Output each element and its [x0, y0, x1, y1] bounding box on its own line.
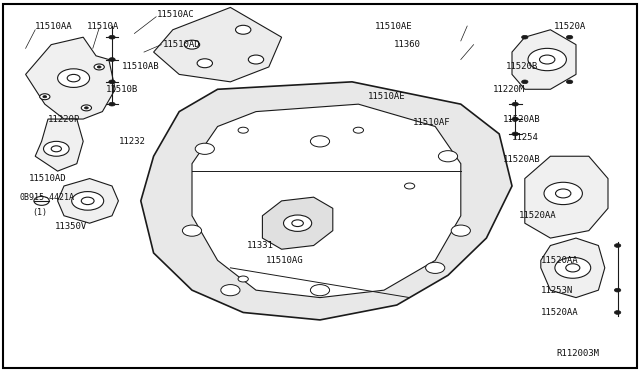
Text: 11350V: 11350V	[54, 222, 86, 231]
Circle shape	[97, 66, 101, 68]
Text: 11520AB: 11520AB	[502, 155, 540, 164]
Circle shape	[540, 55, 555, 64]
Text: 0B915-4421A: 0B915-4421A	[19, 193, 74, 202]
Circle shape	[109, 58, 115, 61]
Circle shape	[44, 141, 69, 156]
Circle shape	[522, 80, 528, 84]
Text: 11510AF: 11510AF	[413, 118, 451, 127]
Circle shape	[566, 35, 573, 39]
Circle shape	[310, 136, 330, 147]
Circle shape	[34, 196, 49, 205]
Polygon shape	[541, 238, 605, 298]
Circle shape	[512, 132, 518, 136]
Text: 11520AA: 11520AA	[541, 256, 579, 265]
Text: 11520AB: 11520AB	[502, 115, 540, 124]
Circle shape	[236, 25, 251, 34]
Circle shape	[51, 146, 61, 152]
Text: 11254: 11254	[512, 133, 539, 142]
Text: 11331: 11331	[246, 241, 273, 250]
Polygon shape	[192, 104, 461, 298]
Circle shape	[512, 102, 518, 106]
Polygon shape	[154, 7, 282, 82]
Circle shape	[109, 35, 115, 39]
Circle shape	[426, 262, 445, 273]
Circle shape	[72, 192, 104, 210]
Circle shape	[182, 225, 202, 236]
Circle shape	[438, 151, 458, 162]
Polygon shape	[141, 82, 512, 320]
Circle shape	[109, 102, 115, 106]
Circle shape	[109, 80, 115, 84]
Circle shape	[292, 220, 303, 227]
Circle shape	[184, 40, 200, 49]
Circle shape	[284, 215, 312, 231]
Circle shape	[81, 105, 92, 111]
Circle shape	[614, 288, 621, 292]
Circle shape	[197, 59, 212, 68]
Circle shape	[58, 69, 90, 87]
Text: 11510AA: 11510AA	[35, 22, 73, 31]
Circle shape	[566, 264, 580, 272]
Text: 11520AA: 11520AA	[518, 211, 556, 220]
Text: (1): (1)	[32, 208, 47, 217]
Text: 11510AC: 11510AC	[157, 10, 195, 19]
Circle shape	[528, 48, 566, 71]
Text: 11520B: 11520B	[506, 62, 538, 71]
Circle shape	[221, 285, 240, 296]
Circle shape	[238, 276, 248, 282]
Circle shape	[94, 64, 104, 70]
Text: 11510AB: 11510AB	[122, 62, 159, 71]
Text: 11253N: 11253N	[541, 286, 573, 295]
Circle shape	[310, 285, 330, 296]
Circle shape	[40, 94, 50, 100]
Polygon shape	[35, 119, 83, 171]
Circle shape	[556, 189, 571, 198]
Circle shape	[566, 80, 573, 84]
Polygon shape	[512, 30, 576, 89]
Text: 11510AD: 11510AD	[29, 174, 67, 183]
Circle shape	[81, 197, 94, 205]
Text: 11520A: 11520A	[554, 22, 586, 31]
Circle shape	[248, 55, 264, 64]
Text: 11510AG: 11510AG	[266, 256, 303, 265]
Text: 11510A: 11510A	[86, 22, 118, 31]
Text: 11510B: 11510B	[106, 85, 138, 94]
Polygon shape	[262, 197, 333, 249]
Circle shape	[522, 35, 528, 39]
Text: R112003M: R112003M	[557, 349, 600, 358]
Circle shape	[67, 74, 80, 82]
Circle shape	[512, 117, 518, 121]
Circle shape	[43, 96, 47, 98]
Text: 11220P: 11220P	[48, 115, 80, 124]
Text: 11220M: 11220M	[493, 85, 525, 94]
Text: 11520AA: 11520AA	[541, 308, 579, 317]
Text: 11360: 11360	[394, 40, 420, 49]
Circle shape	[451, 225, 470, 236]
Polygon shape	[525, 156, 608, 238]
Circle shape	[404, 183, 415, 189]
Circle shape	[614, 311, 621, 314]
Circle shape	[555, 257, 591, 278]
Text: 11510AD: 11510AD	[163, 40, 201, 49]
Text: 11510AE: 11510AE	[368, 92, 406, 101]
Polygon shape	[26, 37, 115, 119]
Circle shape	[614, 244, 621, 247]
Circle shape	[238, 127, 248, 133]
Text: 11510AE: 11510AE	[374, 22, 412, 31]
Polygon shape	[58, 179, 118, 223]
Circle shape	[353, 127, 364, 133]
Circle shape	[195, 143, 214, 154]
Text: 11232: 11232	[118, 137, 145, 146]
Circle shape	[84, 107, 88, 109]
Circle shape	[544, 182, 582, 205]
